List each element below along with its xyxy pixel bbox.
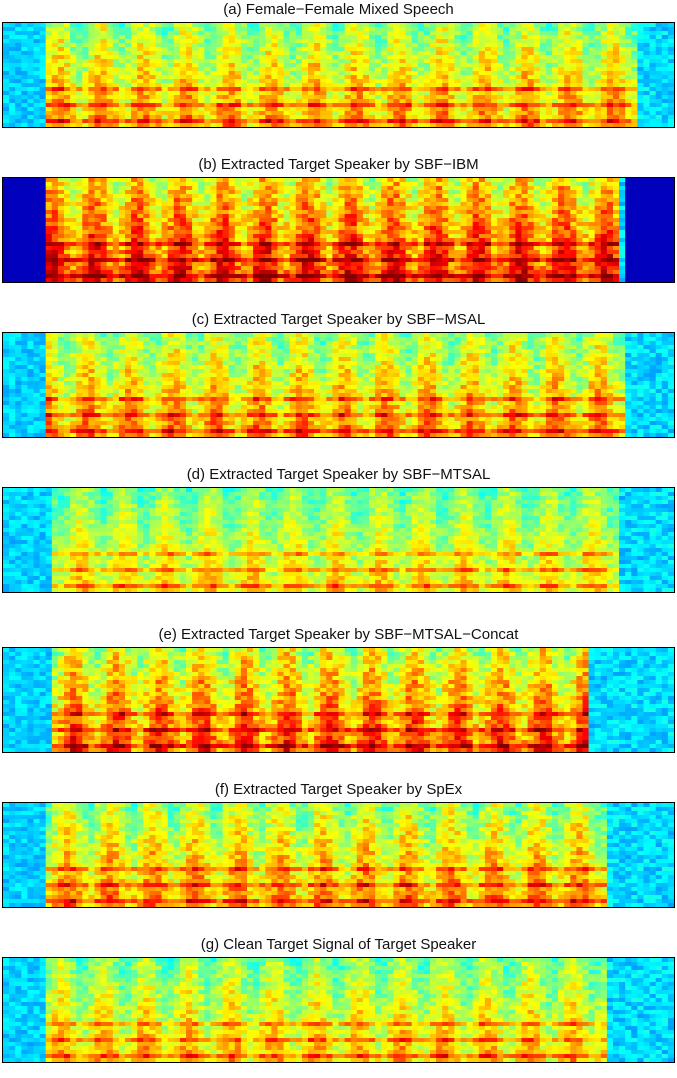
spectrogram-heatmap xyxy=(3,958,674,1062)
panel-title: (f) Extracted Target Speaker by SpEx xyxy=(2,780,675,800)
panel-title: (c) Extracted Target Speaker by SBF−MSAL xyxy=(2,310,675,330)
spectrogram-plot xyxy=(2,22,675,128)
spectrogram-heatmap xyxy=(3,333,674,437)
spectrogram-plot xyxy=(2,647,675,753)
panel-e: (e) Extracted Target Speaker by SBF−MTSA… xyxy=(2,625,675,753)
panel-title: (a) Female−Female Mixed Speech xyxy=(2,0,675,20)
panel-d: (d) Extracted Target Speaker by SBF−MTSA… xyxy=(2,465,675,593)
panel-c: (c) Extracted Target Speaker by SBF−MSAL xyxy=(2,310,675,438)
panel-f: (f) Extracted Target Speaker by SpEx xyxy=(2,780,675,908)
panel-title: (b) Extracted Target Speaker by SBF−IBM xyxy=(2,155,675,175)
panel-title: (g) Clean Target Signal of Target Speake… xyxy=(2,935,675,955)
spectrogram-plot xyxy=(2,487,675,593)
spectrogram-plot xyxy=(2,177,675,283)
spectrogram-heatmap xyxy=(3,803,674,907)
spectrogram-heatmap xyxy=(3,178,674,282)
panel-b: (b) Extracted Target Speaker by SBF−IBM xyxy=(2,155,675,283)
panel-title: (d) Extracted Target Speaker by SBF−MTSA… xyxy=(2,465,675,485)
spectrogram-plot xyxy=(2,802,675,908)
panel-a: (a) Female−Female Mixed Speech xyxy=(2,0,675,128)
spectrogram-heatmap xyxy=(3,648,674,752)
panel-g: (g) Clean Target Signal of Target Speake… xyxy=(2,935,675,1063)
spectrogram-heatmap xyxy=(3,488,674,592)
spectrogram-plot xyxy=(2,332,675,438)
panel-title: (e) Extracted Target Speaker by SBF−MTSA… xyxy=(2,625,675,645)
spectrogram-plot xyxy=(2,957,675,1063)
spectrogram-heatmap xyxy=(3,23,674,127)
